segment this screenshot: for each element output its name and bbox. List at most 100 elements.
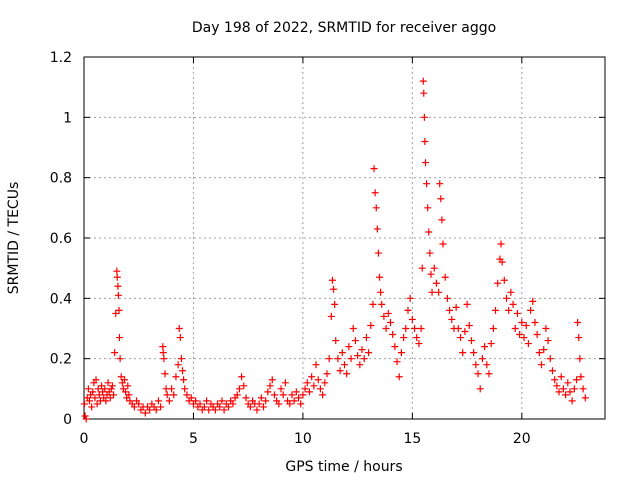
x-tick-label: 15	[403, 431, 421, 447]
data-point	[425, 228, 433, 236]
data-point	[177, 355, 185, 363]
data-point	[101, 385, 109, 393]
data-point	[417, 325, 425, 332]
data-point	[527, 306, 535, 314]
data-point	[159, 343, 167, 351]
data-point	[305, 388, 313, 396]
data-point	[511, 325, 519, 332]
data-point	[378, 300, 386, 308]
data-point	[402, 325, 410, 332]
data-point	[470, 349, 478, 357]
data-point	[175, 325, 183, 332]
y-tick-label: 1	[63, 110, 72, 126]
data-point	[141, 409, 149, 417]
data-point	[421, 137, 429, 145]
data-point	[380, 312, 388, 320]
data-point	[452, 303, 460, 311]
grid-lines	[84, 57, 605, 419]
data-point	[423, 180, 431, 188]
data-point	[459, 349, 467, 357]
data-point	[91, 394, 99, 402]
data-point	[229, 400, 237, 408]
data-point	[242, 394, 250, 402]
data-point	[570, 385, 578, 393]
data-point	[420, 89, 428, 97]
data-point	[516, 331, 524, 339]
data-point	[240, 382, 248, 390]
data-point	[181, 385, 189, 393]
chart-title: Day 198 of 2022, SRMTID for receiver agg…	[192, 20, 496, 36]
data-point	[253, 406, 261, 414]
data-points	[80, 77, 589, 423]
data-point	[577, 373, 585, 381]
data-point	[575, 334, 583, 342]
data-point	[502, 294, 510, 302]
data-point	[113, 273, 121, 281]
data-point	[130, 403, 138, 411]
data-point	[172, 373, 180, 381]
data-point	[203, 397, 211, 405]
data-point	[154, 397, 162, 405]
data-point	[347, 355, 355, 363]
data-point	[404, 306, 412, 314]
data-point	[360, 355, 368, 363]
data-point	[106, 394, 114, 402]
data-point	[255, 400, 263, 408]
data-point	[176, 334, 184, 342]
data-point	[187, 394, 195, 402]
data-point	[135, 400, 143, 408]
data-point	[93, 400, 101, 408]
data-point	[579, 385, 587, 393]
data-point	[419, 77, 427, 85]
data-point	[544, 337, 552, 345]
data-point	[161, 370, 169, 378]
x-tick-label: 5	[189, 431, 198, 447]
x-axis-title: GPS time / hours	[285, 459, 402, 475]
data-point	[163, 391, 171, 399]
data-point	[418, 264, 426, 272]
data-point	[262, 397, 270, 405]
data-point	[509, 300, 517, 308]
data-point	[98, 382, 106, 390]
data-point	[343, 370, 351, 378]
data-point	[107, 385, 115, 393]
data-point	[331, 300, 339, 308]
data-point	[421, 159, 429, 167]
data-point	[299, 391, 307, 399]
data-point	[487, 340, 495, 348]
data-point	[85, 397, 93, 405]
data-point	[246, 403, 254, 411]
data-point	[478, 355, 486, 363]
data-point	[389, 331, 397, 339]
data-point	[426, 249, 434, 257]
x-tick-label: 0	[80, 431, 89, 447]
y-tick-label: 0	[63, 412, 72, 428]
data-point	[538, 361, 546, 369]
data-point	[279, 391, 287, 399]
data-point	[436, 180, 444, 188]
data-point	[373, 225, 381, 233]
data-point	[332, 337, 340, 345]
data-point	[411, 325, 419, 332]
data-point	[205, 406, 213, 414]
data-point	[420, 113, 428, 121]
data-point	[553, 382, 561, 390]
axes: 0 0.2 0.4 0.6 0.8 1 1.2 0 5 10 15 20	[50, 50, 606, 447]
data-point	[179, 367, 187, 375]
data-point	[430, 264, 438, 272]
data-point	[110, 391, 118, 399]
data-point	[535, 349, 543, 357]
data-point	[260, 403, 268, 411]
data-point	[224, 403, 232, 411]
data-point	[275, 400, 283, 408]
y-tick-label: 0.8	[50, 171, 72, 187]
data-point	[367, 321, 375, 329]
data-point	[321, 379, 329, 387]
data-point	[114, 291, 122, 299]
data-point	[564, 379, 572, 387]
data-point	[112, 309, 120, 317]
data-point	[120, 376, 128, 384]
data-point	[454, 325, 462, 332]
data-point	[441, 273, 449, 281]
